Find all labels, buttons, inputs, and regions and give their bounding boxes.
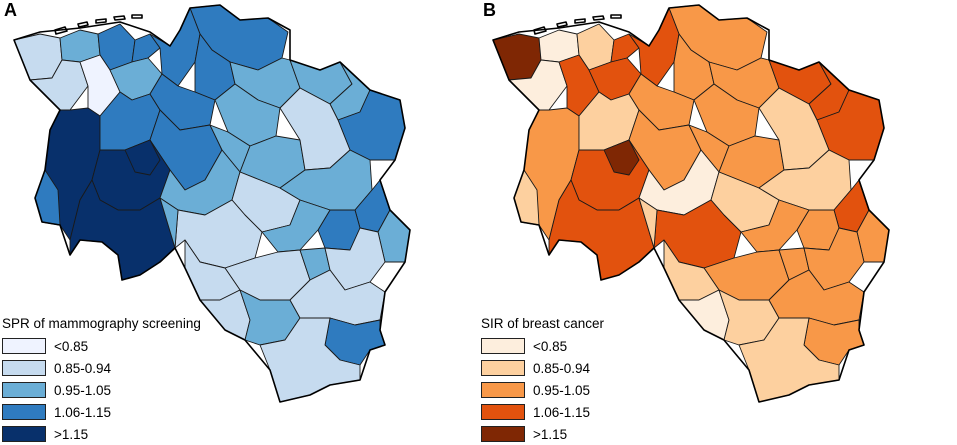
state-outline-b xyxy=(492,4,890,403)
legend-b-row: 0.95-1.05 xyxy=(481,379,604,401)
legend-a-label: 0.95-1.05 xyxy=(54,382,112,398)
panel-b-label: B xyxy=(483,0,496,20)
legend-b-swatch xyxy=(481,404,525,420)
legend-b-row: 0.85-0.94 xyxy=(481,357,604,379)
legend-a-row: 0.95-1.05 xyxy=(2,379,201,401)
legend-a-label: >1.15 xyxy=(54,426,89,442)
legend-b-title: SIR of breast cancer xyxy=(481,316,605,331)
legend-a-title: SPR of mammography screening xyxy=(2,316,201,331)
panel-a-label: A xyxy=(4,0,17,20)
district-schaumburg xyxy=(159,197,179,249)
district-wilhelmshaven xyxy=(131,33,161,63)
legend-b-row: <0.85 xyxy=(481,335,604,357)
legend-b-label: 0.95-1.05 xyxy=(533,382,591,398)
district-vechta xyxy=(124,139,161,176)
panel-a: A SPR of mammography screening <0.85 0.8… xyxy=(0,0,478,442)
district-layer-b xyxy=(492,4,890,403)
legend-a-label: <0.85 xyxy=(54,338,89,354)
legend-b-label: <0.85 xyxy=(533,338,568,354)
state-outline-a xyxy=(13,4,411,403)
district-wilhelmshaven xyxy=(610,33,640,63)
legend-a-swatch xyxy=(2,338,46,354)
district-schaumburg xyxy=(638,197,658,249)
legend-a-row: 0.85-0.94 xyxy=(2,357,201,379)
legend-b-label: >1.15 xyxy=(533,426,568,442)
legend-b-swatch xyxy=(481,338,525,354)
legend-b-label: 0.85-0.94 xyxy=(533,360,591,376)
panel-b: B SIR of breast cancer <0.85 0.85-0.94 0… xyxy=(479,0,957,442)
legend-a-row: <0.85 xyxy=(2,335,201,357)
legend-a-label: 1.06-1.15 xyxy=(54,404,112,420)
legend-a-swatch xyxy=(2,382,46,398)
legend-a-swatch xyxy=(2,404,46,420)
legend-b-swatch xyxy=(481,382,525,398)
district-vechta xyxy=(603,139,640,176)
map-b xyxy=(492,4,890,403)
legend-a-row: 1.06-1.15 xyxy=(2,401,201,423)
legend-b-swatch xyxy=(481,360,525,376)
district-layer-a xyxy=(13,4,411,403)
legend-a-label: 0.85-0.94 xyxy=(54,360,112,376)
legend-b-label: 1.06-1.15 xyxy=(533,404,591,420)
legend-a-swatch xyxy=(2,426,46,442)
legend-b-row: >1.15 xyxy=(481,423,604,445)
map-a xyxy=(13,4,411,403)
legend-a-row: >1.15 xyxy=(2,423,201,445)
legend-a: SPR of mammography screening <0.85 0.85-… xyxy=(2,316,201,445)
legend-b-row: 1.06-1.15 xyxy=(481,401,604,423)
legend-b: SIR of breast cancer <0.85 0.85-0.94 0.9… xyxy=(481,316,604,445)
legend-b-swatch xyxy=(481,426,525,442)
legend-a-swatch xyxy=(2,360,46,376)
